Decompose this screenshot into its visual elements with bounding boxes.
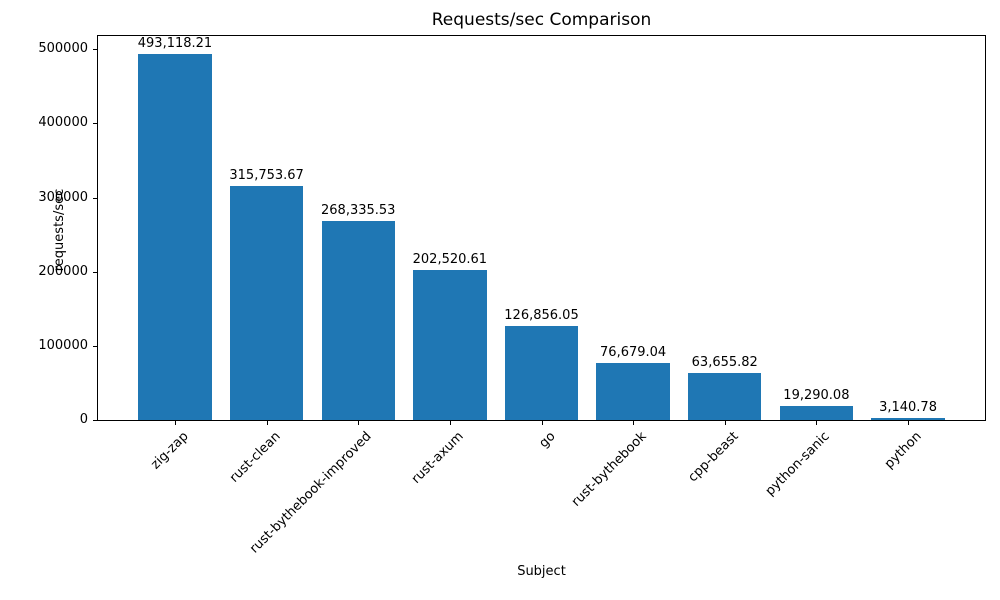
y-axis-label: requests/sec — [52, 188, 67, 272]
x-tick-mark — [266, 421, 268, 425]
bar-value-label: 76,679.04 — [600, 345, 667, 361]
chart-title: Requests/sec Comparison — [431, 10, 652, 30]
bar — [413, 269, 487, 420]
plot-area: requests/sec 0 100000 200000 300000 400000 50… — [38, 35, 986, 556]
bar-value-label: 315,753.67 — [229, 167, 304, 183]
bar — [229, 185, 304, 420]
bar — [871, 417, 945, 420]
y-tick-label: 200000 — [38, 263, 88, 279]
x-tick-mark — [724, 421, 726, 425]
bar — [596, 363, 670, 420]
bar-value-label: 202,520.61 — [412, 251, 488, 267]
bar — [138, 54, 212, 420]
y-tick-mark — [93, 123, 97, 125]
x-tick-mark — [358, 421, 360, 425]
x-tick-mark — [174, 421, 176, 425]
bar-value-label: 3,140.78 — [879, 399, 937, 415]
y-tick-label: 300000 — [38, 189, 88, 205]
y-tick-mark — [93, 197, 97, 199]
x-tick-mark — [633, 421, 635, 425]
x-tick-mark — [908, 421, 910, 425]
bar-value-label: 493,118.21 — [137, 36, 213, 52]
x-axis-label: Subject — [517, 564, 566, 579]
y-tick-mark — [93, 345, 97, 347]
bar-value-label: 126,856.05 — [504, 307, 579, 323]
y-tick-label: 0 — [79, 412, 88, 427]
bar-value-label: 19,290.08 — [783, 387, 850, 403]
bar-value-label: 268,335.53 — [321, 202, 396, 218]
y-tick-label: 500000 — [38, 41, 88, 57]
bar — [779, 405, 854, 420]
y-tick-mark — [93, 271, 97, 273]
x-tick-mark — [541, 421, 543, 425]
bar — [504, 325, 579, 420]
bar — [688, 372, 762, 420]
y-tick-label: 400000 — [38, 115, 88, 131]
y-tick-mark — [93, 49, 97, 51]
bar-value-label: 63,655.82 — [691, 354, 758, 370]
x-tick-mark — [816, 421, 818, 425]
y-tick-mark — [93, 420, 97, 421]
y-tick-label: 100000 — [38, 337, 88, 353]
x-tick-mark — [449, 421, 451, 425]
bar — [321, 220, 395, 420]
